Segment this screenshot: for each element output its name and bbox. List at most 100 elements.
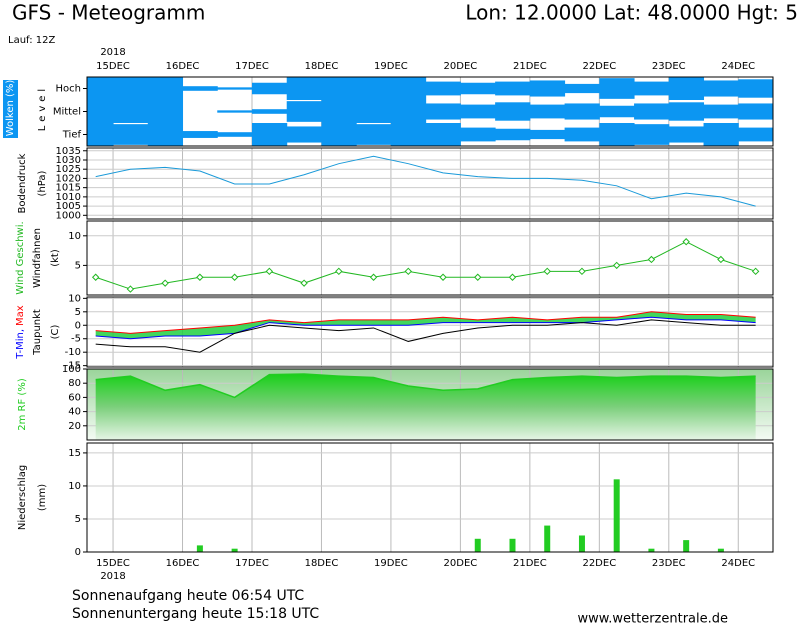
x-tick-label: 15DEC bbox=[96, 558, 130, 569]
cloud-cell bbox=[113, 124, 149, 145]
sunset: Sonnenuntergang heute 15:18 UTC bbox=[72, 606, 319, 622]
marker bbox=[196, 273, 204, 281]
plots bbox=[87, 77, 773, 553]
y-tick-label: 100 bbox=[62, 364, 81, 375]
panel-bg bbox=[87, 443, 773, 552]
temp-range-fill bbox=[95, 311, 756, 339]
cloud-cell bbox=[460, 127, 496, 142]
y-tick-label: 40 bbox=[68, 407, 81, 418]
y-tick-label: -5 bbox=[71, 334, 81, 345]
x-tick-label: 23DEC bbox=[652, 61, 686, 72]
precip-label-part: Niederschlag bbox=[17, 465, 28, 530]
y-tick-label: 5 bbox=[75, 307, 81, 318]
cloud-cell bbox=[425, 123, 461, 146]
cloud-cell bbox=[356, 100, 392, 123]
cloud-cell bbox=[599, 123, 635, 146]
x-tick-label: 22DEC bbox=[582, 61, 616, 72]
cloud-cell bbox=[529, 129, 566, 140]
temp-legend: T-Min, Max bbox=[15, 305, 26, 359]
cloud-cell bbox=[425, 103, 461, 120]
precip-unit: (mm) bbox=[37, 484, 48, 511]
panel-border bbox=[86, 442, 774, 553]
y-tick-label: 1025 bbox=[56, 164, 81, 175]
cloud-cell bbox=[460, 104, 496, 119]
cloud-cell bbox=[87, 77, 114, 100]
cloud-cell bbox=[286, 101, 322, 122]
y-tick-label: 80 bbox=[68, 378, 81, 389]
panel-border bbox=[86, 147, 774, 220]
year-label: 2018 bbox=[100, 47, 125, 58]
marker bbox=[335, 267, 343, 276]
cloud-cell bbox=[390, 123, 427, 146]
x-tick-label: 20DEC bbox=[444, 61, 478, 72]
y-tick-label: 15 bbox=[68, 448, 81, 459]
temp-legend-part: T-Min, bbox=[15, 329, 26, 360]
cloud-cell bbox=[668, 77, 705, 100]
marker bbox=[300, 279, 308, 287]
x-tick-label: 24DEC bbox=[721, 61, 755, 72]
y-tick-label: 0 bbox=[75, 320, 81, 331]
cloud-cell bbox=[321, 123, 357, 146]
panel-border bbox=[86, 296, 774, 368]
cloud-cell bbox=[251, 123, 288, 146]
cloud-cell bbox=[87, 123, 114, 146]
cloud-cell bbox=[356, 124, 392, 145]
x-tick-label: 21DEC bbox=[513, 61, 547, 72]
cloud-cell bbox=[668, 102, 705, 121]
cloud-cell bbox=[321, 100, 357, 123]
y-tick-label: 1020 bbox=[56, 173, 81, 184]
marker bbox=[126, 285, 135, 293]
series-line bbox=[95, 373, 756, 399]
marker bbox=[265, 267, 274, 276]
cloud-cell bbox=[738, 127, 773, 142]
x-tick-label: 20DEC bbox=[444, 558, 478, 569]
bar bbox=[231, 548, 238, 552]
y-tick-label: 10 bbox=[68, 481, 81, 492]
temp-unit-part: (C) bbox=[50, 325, 61, 340]
x-tick-label: 24DEC bbox=[721, 558, 755, 569]
y-tick-label: 60 bbox=[68, 392, 81, 403]
cloud-cell bbox=[321, 77, 357, 100]
marker bbox=[404, 267, 412, 276]
level-label: Tief bbox=[62, 130, 82, 141]
y-tick-label: 1010 bbox=[56, 192, 81, 203]
cloud-cell bbox=[738, 103, 773, 120]
x-tick-label: 17DEC bbox=[235, 558, 269, 569]
cloud-cell bbox=[703, 123, 739, 146]
cloud-cell bbox=[529, 80, 566, 97]
dewpoint-legend: Taupunkt bbox=[32, 309, 43, 356]
marker bbox=[578, 267, 586, 276]
y-tick-label: 0 bbox=[75, 547, 81, 558]
cloud-cell bbox=[147, 77, 184, 100]
y-tick-label: 20 bbox=[68, 421, 81, 432]
x-tick-label: 17DEC bbox=[235, 61, 269, 72]
y-tick-label: 1015 bbox=[56, 183, 81, 194]
cloud-cell bbox=[599, 78, 635, 99]
series-line bbox=[95, 155, 756, 207]
pressure-label: Bodendruck bbox=[17, 153, 28, 213]
cloud-cell bbox=[668, 126, 705, 143]
x-tick-label: 22DEC bbox=[582, 558, 616, 569]
cloud-cell bbox=[529, 104, 566, 119]
cloud-cell bbox=[634, 81, 670, 96]
run: Lauf: 12Z bbox=[8, 35, 55, 46]
cloud-label: Wolken (%) bbox=[5, 80, 16, 137]
x-tick-label: 16DEC bbox=[166, 61, 200, 72]
temp-legend-part: Max bbox=[15, 305, 26, 326]
wind-label-part: Windfahnen bbox=[32, 228, 43, 288]
title: GFS - Meteogramm bbox=[12, 1, 205, 25]
marker bbox=[647, 255, 656, 264]
cloud-cell bbox=[460, 82, 496, 95]
cloud-cell bbox=[390, 100, 427, 123]
temp-unit: (C) bbox=[50, 325, 61, 340]
bar bbox=[544, 525, 551, 552]
cloud-cell bbox=[286, 126, 322, 143]
cloud-cell bbox=[251, 82, 288, 95]
y-tick-label: 1000 bbox=[56, 210, 81, 221]
y-tick-label: -15 bbox=[65, 361, 81, 372]
pressure-unit: (hPa) bbox=[37, 170, 48, 196]
wind-label: Windfahnen bbox=[32, 228, 43, 288]
y-tick-label: 5 bbox=[75, 260, 81, 271]
level-label-part: Level bbox=[37, 85, 48, 131]
marker bbox=[543, 267, 551, 276]
